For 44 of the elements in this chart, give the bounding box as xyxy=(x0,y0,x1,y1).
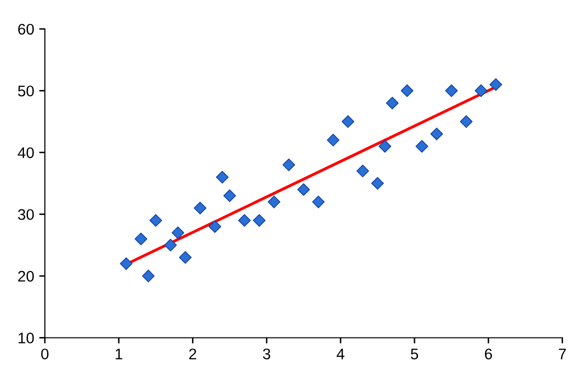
point xyxy=(378,140,392,153)
point xyxy=(282,158,296,172)
x-tick-label: 7 xyxy=(558,348,566,360)
point xyxy=(164,238,177,252)
y-tick-label: 30 xyxy=(18,209,34,220)
point xyxy=(149,214,162,227)
point xyxy=(430,128,443,140)
point xyxy=(238,214,251,227)
point xyxy=(386,96,399,110)
point xyxy=(416,140,428,153)
point xyxy=(208,220,222,233)
y-tick-label: 40 xyxy=(18,147,34,158)
point xyxy=(371,177,384,190)
point xyxy=(223,189,236,202)
point xyxy=(490,78,502,91)
point xyxy=(216,170,229,184)
point xyxy=(142,270,155,282)
point xyxy=(312,196,325,208)
point xyxy=(179,251,192,264)
x-tick-label: 2 xyxy=(189,348,196,360)
point xyxy=(268,196,280,208)
point xyxy=(342,115,354,128)
point xyxy=(297,183,310,196)
y-tick-label: 50 xyxy=(18,86,34,96)
point xyxy=(134,232,148,246)
point xyxy=(120,257,132,270)
point xyxy=(172,226,184,240)
point xyxy=(460,115,473,128)
x-tick-label: 0 xyxy=(41,348,48,360)
point xyxy=(445,84,458,98)
x-tick-label: 6 xyxy=(484,348,492,360)
x-tick-label: 4 xyxy=(336,348,344,360)
point xyxy=(356,164,370,178)
x-tick-label: 3 xyxy=(262,348,270,360)
y-tick-label: 60 xyxy=(18,24,34,35)
y-tick-label: 20 xyxy=(18,270,34,282)
point xyxy=(400,84,414,98)
point xyxy=(474,84,488,98)
x-tick-label: 5 xyxy=(410,348,418,360)
x-tick-label: 1 xyxy=(116,348,122,360)
y-tick-label: 10 xyxy=(18,332,34,344)
point xyxy=(194,202,206,214)
point xyxy=(252,214,266,227)
point xyxy=(326,134,340,146)
